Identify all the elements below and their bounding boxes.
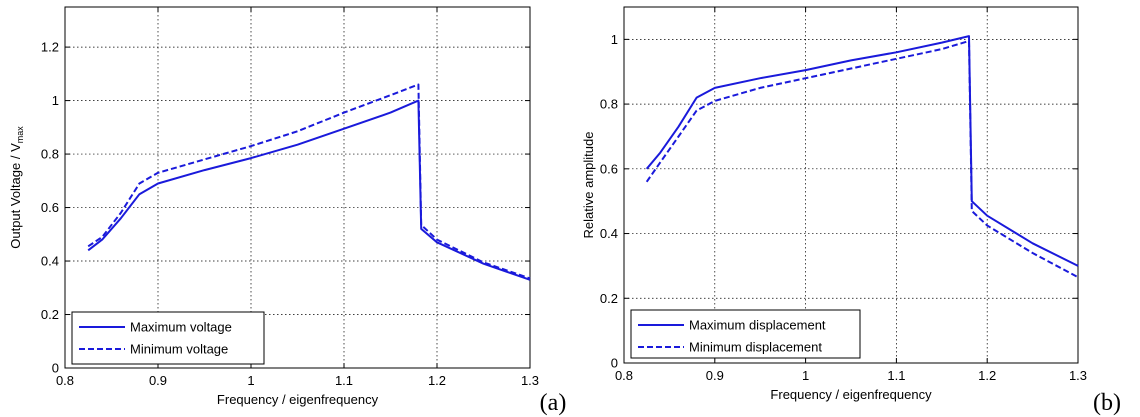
y-tick-label: 1	[52, 93, 59, 108]
series-line-maximum	[645, 35, 1079, 267]
y-tick-label: 0.4	[600, 226, 618, 241]
legend-box	[630, 309, 861, 359]
y-tick-label: 0.8	[600, 97, 618, 112]
series-line-maximum	[87, 99, 531, 281]
legend-label: Maximum displacement	[689, 318, 826, 333]
y-axis-label-subscript: max	[15, 126, 25, 144]
plot-frame	[64, 6, 531, 369]
legend-label: Minimum voltage	[130, 342, 228, 357]
y-tick-label: 0	[52, 361, 59, 376]
x-tick-label: 0.9	[149, 373, 167, 388]
x-tick-label: 1.2	[978, 368, 996, 383]
panel-label: (a)	[540, 390, 567, 416]
y-tick-label: 0.2	[41, 307, 59, 322]
chart-panel-a: 0.8 0.9 1 1.1 1.2 1.3 0 0.2 0.4 0.6 0.8 1 1.2 Frequen…	[8, 6, 567, 416]
legend-box	[71, 311, 265, 365]
x-tick-label: 1	[247, 373, 254, 388]
panel-label: (b)	[1093, 390, 1121, 416]
x-tick-label: 0.9	[706, 368, 724, 383]
chart-panel-b: 0.8 0.9 1 1.1 1.2 1.3 0 0.2 0.4 0.6 0.8 1 Frequency …	[581, 6, 1121, 416]
y-tick-label: 0.8	[41, 147, 59, 162]
y-tick-label: 1	[611, 32, 618, 47]
x-tick-label: 1.1	[887, 368, 905, 383]
y-tick-label: 0	[611, 356, 618, 371]
y-tick-label: 0.4	[41, 254, 59, 269]
x-tick-label: 1.2	[428, 373, 446, 388]
plot-frame	[623, 6, 1079, 364]
x-tick-label: 1.1	[335, 373, 353, 388]
series-line-minimum	[87, 83, 531, 280]
x-axis-label: Frequency / eigenfrequency	[217, 392, 379, 407]
x-tick-label: 0.8	[615, 368, 633, 383]
x-tick-label: 1.3	[1069, 368, 1087, 383]
legend-label: Maximum voltage	[130, 320, 232, 335]
x-tick-label: 1	[802, 368, 809, 383]
legend-label: Minimum displacement	[689, 340, 822, 355]
y-tick-label: 0.2	[600, 291, 618, 306]
x-tick-label: 0.8	[56, 373, 74, 388]
x-tick-label: 1.3	[521, 373, 539, 388]
y-tick-label: 0.6	[600, 161, 618, 176]
x-axis-label: Frequency / eigenfrequency	[770, 387, 932, 402]
series-line-minimum	[645, 40, 1079, 279]
y-tick-label: 1.2	[41, 40, 59, 55]
y-tick-label: 0.6	[41, 200, 59, 215]
y-axis-label: Output Voltage / Vmax	[8, 126, 25, 249]
y-axis-label: Relative amplitude	[581, 132, 596, 239]
